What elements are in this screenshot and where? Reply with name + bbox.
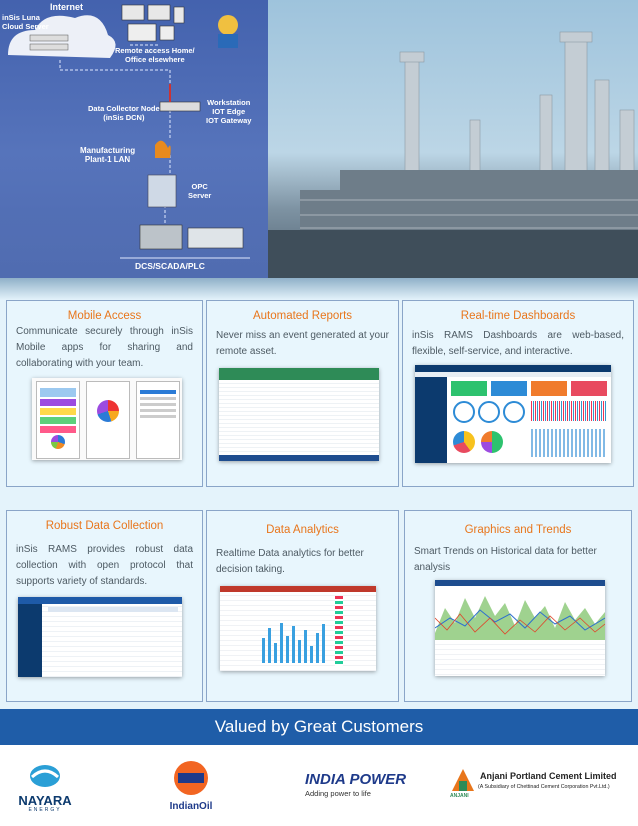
customers-banner-title: Valued by Great Customers <box>214 717 424 736</box>
diagram-graphics <box>8 4 250 259</box>
dashboard-screenshot <box>415 365 611 463</box>
firewall-icon <box>155 140 171 158</box>
cloud-server-label: inSis Luna Cloud Server <box>2 13 49 31</box>
anjani-name: Anjani Portland Cement Limited <box>480 771 617 781</box>
indianoil-logo: IndianOil <box>164 760 218 820</box>
analytics-screenshot <box>220 586 376 671</box>
feature-card-graphics-trends: Graphics and Trends Smart Trends on Hist… <box>404 510 632 702</box>
feature-title: Real-time Dashboards <box>460 310 576 322</box>
refinery-illustration <box>268 31 638 278</box>
indiapower-name: INDIA POWER <box>305 771 407 788</box>
feature-card-data-analytics: Data Analytics Realtime Data analytics f… <box>206 510 399 702</box>
feature-text: Realtime Data analytics for better decis… <box>216 548 364 575</box>
feature-title: Robust Data Collection <box>45 520 164 532</box>
customer-logos: NAYARA ENERGY IndianOil INDIA POWER Addi… <box>0 745 638 826</box>
indianoil-mark-icon <box>174 761 208 795</box>
anjani-mark-icon <box>452 769 474 791</box>
indiapower-tagline: Adding power to life <box>305 789 371 798</box>
mobile-screenshot <box>32 378 182 460</box>
feature-title: Automated Reports <box>252 310 353 322</box>
opc-server-label: OPC Server <box>188 182 212 200</box>
nayara-sub: ENERGY <box>28 807 62 813</box>
feature-card-automated-reports: Automated Reports Never miss an event ge… <box>206 300 399 487</box>
feature-title: Data Analytics <box>266 524 339 536</box>
indianoil-name: IndianOil <box>169 801 213 812</box>
feature-card-robust-data-collection: Robust Data Collection inSis RAMS provid… <box>6 510 203 702</box>
customers-banner: Valued by Great Customers <box>0 709 638 745</box>
feature-text: Never miss an event generated at your re… <box>216 330 389 357</box>
indiapower-logo: INDIA POWER Adding power to life <box>305 771 415 811</box>
report-screenshot <box>219 368 379 461</box>
anjani-mark-text: ANJANI <box>450 793 469 799</box>
feature-title: Mobile Access <box>67 310 142 322</box>
manufacturing-label: Manufacturing Plant-1 LAN <box>80 146 136 164</box>
feature-card-realtime-dashboards: Real-time Dashboards inSis RAMS Dashboar… <box>402 300 634 487</box>
workstation-label: Workstation IOT Edge IOT Gateway <box>206 98 252 125</box>
remote-access-label: Remote access Home/ Office elsewhere <box>115 46 195 64</box>
feature-title: Graphics and Trends <box>464 524 572 536</box>
feature-card-mobile-access: Mobile Access Communicate securely throu… <box>6 300 203 487</box>
nayara-name: NAYARA <box>18 793 72 808</box>
hero-section: Internet inSis Luna Cloud Server Remote … <box>0 0 638 278</box>
trends-screenshot <box>435 580 605 676</box>
router-icon <box>159 101 201 112</box>
data-collection-screenshot <box>18 597 182 677</box>
dcs-label: DCS/SCADA/PLC <box>135 261 205 271</box>
feature-text: inSis RAMS Dashboards are web-based, fle… <box>412 330 624 357</box>
anjani-logo: ANJANI Anjani Portland Cement Limited (A… <box>450 767 632 807</box>
feature-text: Communicate securely through inSis Mobil… <box>16 326 193 369</box>
trend-chart <box>435 588 605 640</box>
analytics-bars <box>262 623 325 663</box>
feature-text: Smart Trends on Historical data for bett… <box>414 546 597 573</box>
nayara-mark-icon <box>30 765 60 787</box>
nayara-logo: NAYARA ENERGY <box>10 763 80 818</box>
anjani-sub: (A Subsidiary of Chettinad Cement Corpor… <box>478 784 610 790</box>
network-diagram: Internet inSis Luna Cloud Server Remote … <box>0 0 268 278</box>
hero-fade <box>0 278 638 300</box>
feature-text: inSis RAMS provides robust data collecti… <box>16 544 193 587</box>
server-icon <box>147 174 177 208</box>
internet-label: Internet <box>50 2 84 12</box>
data-collector-label: Data Collector Node (inSis DCN) <box>88 104 160 122</box>
